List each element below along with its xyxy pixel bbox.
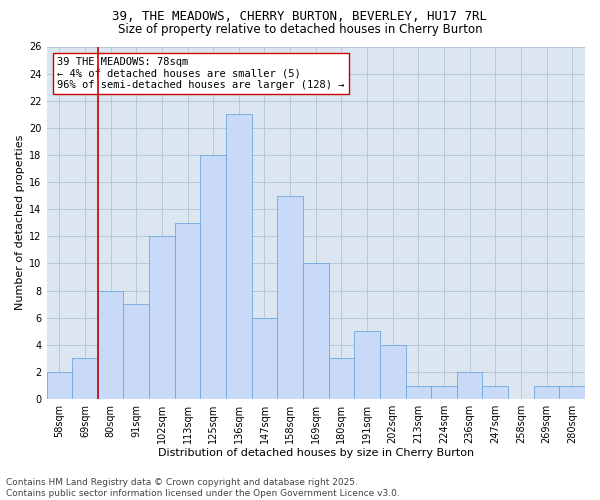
Bar bbox=[303, 264, 329, 399]
Bar bbox=[354, 332, 380, 399]
Bar bbox=[559, 386, 585, 399]
X-axis label: Distribution of detached houses by size in Cherry Burton: Distribution of detached houses by size … bbox=[158, 448, 474, 458]
Bar bbox=[175, 223, 200, 399]
Bar bbox=[329, 358, 354, 399]
Bar bbox=[200, 155, 226, 399]
Bar bbox=[149, 236, 175, 399]
Text: 39, THE MEADOWS, CHERRY BURTON, BEVERLEY, HU17 7RL: 39, THE MEADOWS, CHERRY BURTON, BEVERLEY… bbox=[113, 10, 487, 23]
Text: Contains HM Land Registry data © Crown copyright and database right 2025.
Contai: Contains HM Land Registry data © Crown c… bbox=[6, 478, 400, 498]
Bar bbox=[534, 386, 559, 399]
Y-axis label: Number of detached properties: Number of detached properties bbox=[15, 135, 25, 310]
Bar bbox=[72, 358, 98, 399]
Bar bbox=[457, 372, 482, 399]
Bar bbox=[431, 386, 457, 399]
Text: Size of property relative to detached houses in Cherry Burton: Size of property relative to detached ho… bbox=[118, 22, 482, 36]
Bar bbox=[124, 304, 149, 399]
Bar bbox=[406, 386, 431, 399]
Bar bbox=[47, 372, 72, 399]
Bar bbox=[380, 345, 406, 399]
Bar bbox=[277, 196, 303, 399]
Bar bbox=[226, 114, 251, 399]
Bar bbox=[98, 290, 124, 399]
Bar bbox=[251, 318, 277, 399]
Text: 39 THE MEADOWS: 78sqm
← 4% of detached houses are smaller (5)
96% of semi-detach: 39 THE MEADOWS: 78sqm ← 4% of detached h… bbox=[57, 57, 345, 90]
Bar bbox=[482, 386, 508, 399]
